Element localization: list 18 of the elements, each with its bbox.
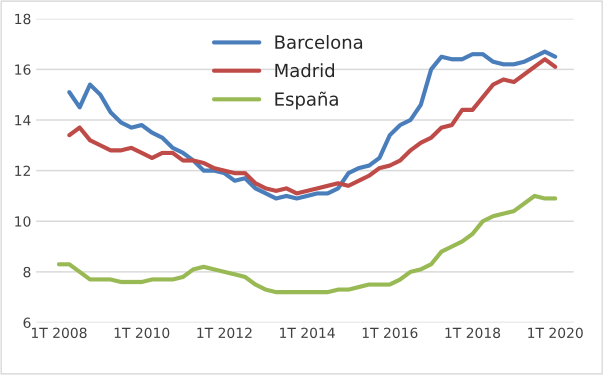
x-tick-label: 1T 2012 <box>197 328 252 338</box>
legend-label: Barcelona <box>275 35 362 49</box>
y-tick-label: 6 <box>24 317 31 328</box>
y-tick-label: 16 <box>15 64 31 75</box>
line-series <box>56 194 558 294</box>
x-tick-label: 1T 2010 <box>114 328 170 338</box>
y-tick-label: 8 <box>23 266 30 278</box>
y-tick-label: 18 <box>15 14 30 24</box>
legend-label: España <box>275 92 338 110</box>
x-tick-label: 1T 2008 <box>32 328 87 338</box>
x-tick-label: 1T 2018 <box>445 328 500 338</box>
y-tick-label: 10 <box>15 216 30 227</box>
y-tick-label: 14 <box>15 115 31 126</box>
legend-label: Madrid <box>275 63 334 78</box>
x-tick-label: 1T 2016 <box>362 328 418 338</box>
x-tick-label: 1T 2014 <box>280 328 335 338</box>
x-tick-label: 1T 2020 <box>528 328 583 338</box>
y-tick-label: 12 <box>15 166 30 176</box>
